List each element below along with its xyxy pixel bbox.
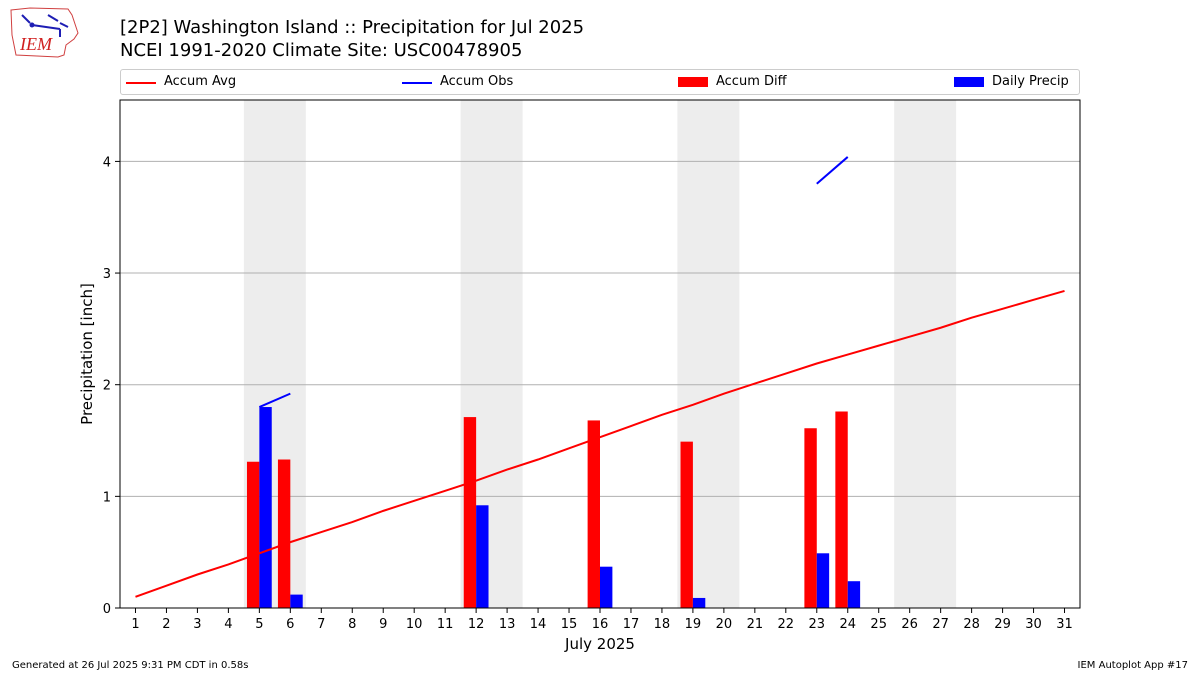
daily-precip-bar bbox=[692, 597, 706, 608]
x-tick-label: 19 bbox=[685, 617, 702, 632]
y-tick-label: 0 bbox=[103, 602, 111, 617]
y-tick-label: 1 bbox=[103, 490, 111, 505]
x-tick-label: 12 bbox=[468, 617, 485, 632]
y-tick-label: 3 bbox=[103, 267, 111, 282]
legend-swatch-accum-avg bbox=[126, 82, 156, 84]
x-tick-label: 9 bbox=[379, 617, 387, 632]
accum-avg-line bbox=[135, 289, 1065, 598]
x-axis-label: July 2025 bbox=[564, 635, 635, 653]
daily-precip-bar bbox=[600, 566, 613, 608]
legend-label-accum-diff: Accum Diff bbox=[716, 74, 787, 89]
x-tick-label: 28 bbox=[963, 617, 980, 632]
accum-diff-bar bbox=[463, 417, 477, 608]
generated-timestamp: Generated at 26 Jul 2025 9:31 PM CDT in … bbox=[12, 660, 249, 671]
accum-diff-bar bbox=[804, 428, 817, 608]
accum-diff-bar bbox=[587, 420, 600, 608]
x-tick-label: 11 bbox=[437, 617, 454, 632]
x-tick-label: 30 bbox=[1025, 617, 1042, 632]
x-tick-label: 23 bbox=[809, 617, 826, 632]
y-tick-label: 2 bbox=[103, 379, 111, 394]
x-tick-label: 26 bbox=[901, 617, 918, 632]
chart-title: [2P2] Washington Island :: Precipitation… bbox=[120, 17, 585, 38]
chart-subtitle: NCEI 1991-2020 Climate Site: USC00478905 bbox=[120, 40, 523, 61]
legend-swatch-accum-obs bbox=[402, 82, 432, 84]
legend-swatch-daily-precip bbox=[954, 77, 984, 87]
x-tick-label: 6 bbox=[286, 617, 294, 632]
x-tick-label: 17 bbox=[623, 617, 640, 632]
x-tick-label: 7 bbox=[317, 617, 325, 632]
app-credit: IEM Autoplot App #17 bbox=[1077, 660, 1188, 671]
weekend-band bbox=[894, 100, 957, 608]
x-tick-label: 21 bbox=[747, 617, 764, 632]
legend: Accum Avg Accum Obs Accum Diff Daily Pre… bbox=[120, 69, 1080, 95]
x-tick-label: 2 bbox=[162, 617, 170, 632]
accum-diff-bar bbox=[246, 461, 260, 608]
y-tick-label: 4 bbox=[103, 155, 111, 170]
x-tick-label: 20 bbox=[716, 617, 733, 632]
accum-obs-line bbox=[816, 156, 849, 185]
x-tick-label: 25 bbox=[870, 617, 887, 632]
legend-label-daily-precip: Daily Precip bbox=[992, 74, 1069, 89]
legend-label-accum-obs: Accum Obs bbox=[440, 74, 514, 89]
accum-diff-bar bbox=[680, 441, 693, 608]
daily-precip-bar bbox=[476, 505, 489, 608]
iem-logo: IEM bbox=[10, 7, 79, 58]
daily-precip-bar bbox=[847, 581, 861, 608]
x-tick-label: 31 bbox=[1056, 617, 1073, 632]
x-tick-label: 1 bbox=[131, 617, 139, 632]
logo-text: IEM bbox=[19, 34, 53, 54]
legend-label-accum-avg: Accum Avg bbox=[164, 74, 237, 89]
x-tick-label: 14 bbox=[530, 617, 547, 632]
x-tick-label: 15 bbox=[561, 617, 578, 632]
legend-swatch-accum-diff bbox=[678, 77, 708, 87]
x-tick-label: 22 bbox=[778, 617, 795, 632]
daily-precip-bar bbox=[816, 553, 830, 608]
accum-diff-bar bbox=[835, 411, 848, 608]
x-tick-label: 4 bbox=[224, 617, 232, 632]
x-tick-label: 24 bbox=[839, 617, 856, 632]
x-tick-label: 3 bbox=[193, 617, 201, 632]
x-tick-label: 29 bbox=[994, 617, 1011, 632]
x-tick-label: 10 bbox=[406, 617, 423, 632]
x-tick-label: 5 bbox=[255, 617, 263, 632]
x-tick-label: 27 bbox=[932, 617, 949, 632]
accum-diff-bar bbox=[277, 459, 291, 608]
x-tick-label: 13 bbox=[499, 617, 516, 632]
x-tick-label: 16 bbox=[592, 617, 609, 632]
y-axis-label: Precipitation [inch] bbox=[78, 283, 96, 425]
daily-precip-bar bbox=[290, 594, 303, 608]
accum-obs-line bbox=[258, 392, 291, 408]
x-tick-label: 18 bbox=[654, 617, 671, 632]
daily-precip-bar bbox=[259, 407, 272, 608]
x-tick-label: 8 bbox=[348, 617, 356, 632]
